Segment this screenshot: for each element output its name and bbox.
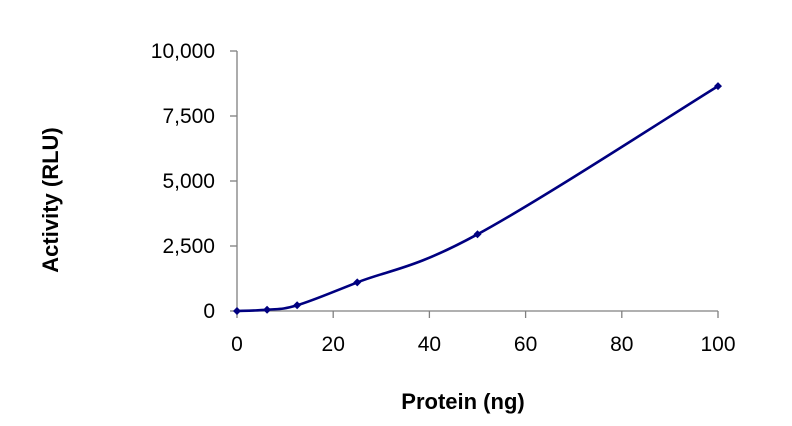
y-tick-label: 0 (203, 300, 215, 323)
data-point-marker (353, 278, 362, 287)
y-axis-title: Activity (RLU) (38, 127, 63, 272)
y-axis: 0 2,500 5,000 7,500 10,000 (151, 40, 238, 323)
y-tick-label: 10,000 (151, 40, 215, 63)
x-tick-label: 40 (418, 333, 441, 356)
x-axis-title: Protein (ng) (401, 389, 524, 414)
x-tick-label: 0 (231, 333, 243, 356)
x-tick-label: 20 (322, 333, 345, 356)
y-tick-label: 5,000 (162, 170, 215, 193)
x-tick-label: 80 (610, 333, 633, 356)
x-tick-label: 60 (514, 333, 537, 356)
data-point-marker (714, 82, 722, 91)
data-point-marker (293, 301, 302, 310)
x-tick-label: 100 (700, 333, 735, 356)
data-point-marker (233, 307, 241, 315)
data-point-marker (473, 230, 482, 239)
y-tick-label: 7,500 (162, 105, 215, 128)
x-axis: 0 20 40 60 80 100 (231, 310, 736, 356)
plot-area (233, 82, 722, 315)
data-point-marker (263, 305, 272, 314)
y-tick-label: 2,500 (162, 235, 215, 258)
series-line (236, 84, 719, 313)
